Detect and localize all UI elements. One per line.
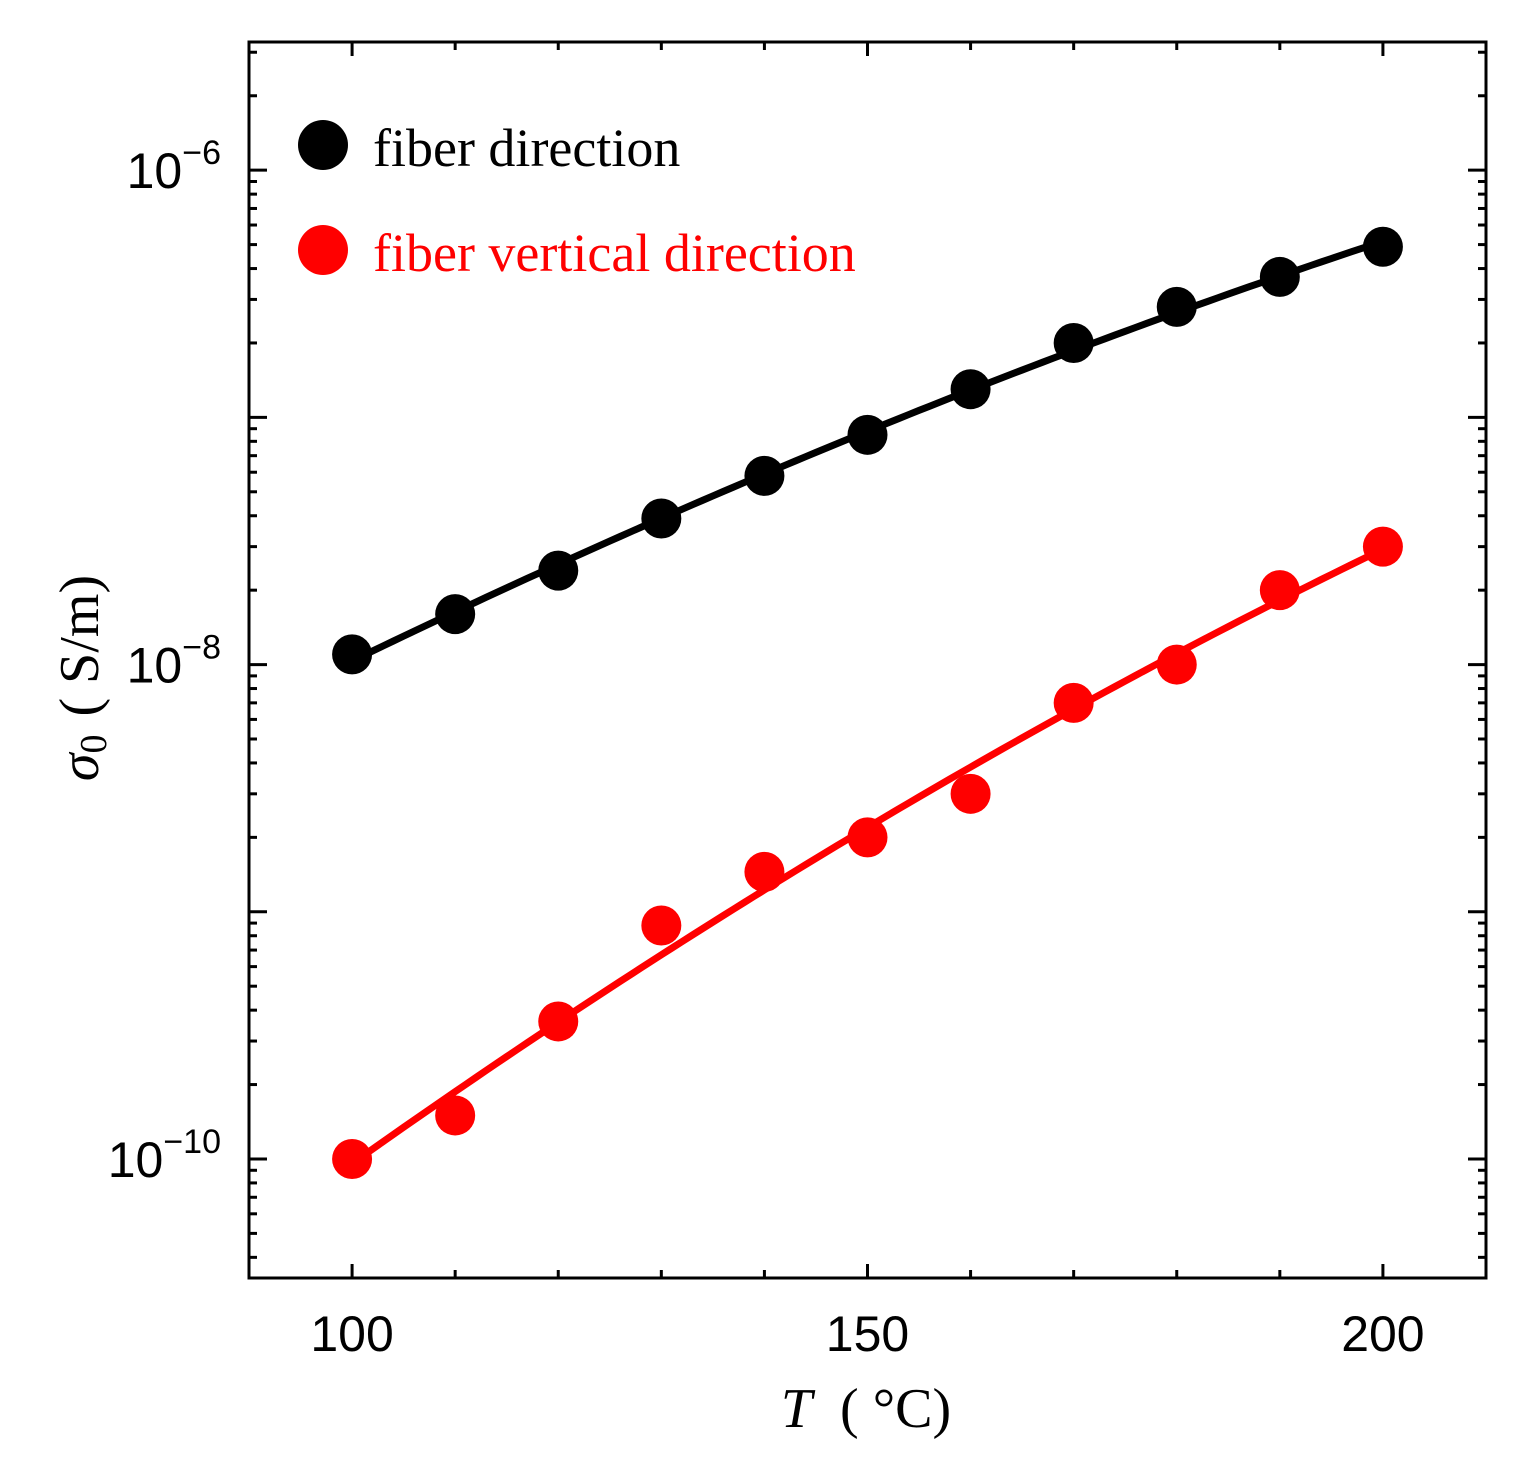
y-axis-unit: ( S/m) — [49, 575, 111, 717]
y-axis-symbol: σ — [49, 751, 111, 781]
x-axis-label: T ( °C) — [781, 1378, 951, 1440]
point-fiber-direction — [332, 634, 373, 675]
y-tick-base: 10 — [108, 1132, 164, 1188]
point-fiber-vertical-direction — [1156, 644, 1197, 685]
fit-lines — [348, 237, 1387, 1168]
point-fiber-direction — [950, 369, 991, 410]
x-axis-symbol: T — [781, 1378, 816, 1440]
legend-label-fiber-direction: fiber direction — [373, 118, 680, 178]
x-tick-label: 100 — [310, 1306, 393, 1362]
legend: fiber direction fiber vertical direction — [298, 118, 856, 283]
point-fiber-direction — [744, 455, 785, 496]
legend-marker-fiber-direction — [298, 120, 348, 170]
point-fiber-vertical-direction — [847, 817, 888, 858]
point-fiber-direction — [1259, 256, 1300, 297]
y-tick-label: 10−6 — [127, 134, 221, 199]
data-points — [332, 226, 1403, 1179]
y-tick-exponent: −10 — [163, 1123, 221, 1161]
y-tick-base: 10 — [127, 143, 183, 199]
y-tick-exponent: −6 — [182, 134, 221, 172]
ticks-layer — [249, 42, 1486, 1278]
point-fiber-direction — [1362, 226, 1403, 267]
legend-label-fiber-vertical-direction: fiber vertical direction — [373, 223, 856, 283]
point-fiber-direction — [1053, 322, 1094, 363]
point-fiber-vertical-direction — [744, 851, 785, 892]
point-fiber-direction — [847, 414, 888, 455]
y-tick-base: 10 — [127, 638, 183, 694]
x-tick-label: 150 — [826, 1306, 909, 1362]
x-axis-unit: ( °C) — [840, 1378, 951, 1440]
y-axis-subscript: 0 — [73, 734, 115, 753]
point-fiber-vertical-direction — [1259, 570, 1300, 611]
y-tick-label: 10−10 — [108, 1123, 221, 1188]
point-fiber-direction — [435, 594, 476, 635]
point-fiber-vertical-direction — [1362, 526, 1403, 567]
y-tick-label: 10−8 — [127, 629, 221, 694]
point-fiber-direction — [641, 498, 682, 539]
point-fiber-vertical-direction — [435, 1095, 476, 1136]
point-fiber-vertical-direction — [332, 1138, 373, 1179]
point-fiber-direction — [1156, 286, 1197, 327]
point-fiber-vertical-direction — [641, 905, 682, 946]
x-tick-label: 200 — [1341, 1306, 1424, 1362]
point-fiber-direction — [538, 550, 579, 591]
point-fiber-vertical-direction — [538, 1001, 579, 1042]
y-axis-label: σ0 ( S/m) — [49, 575, 115, 781]
point-fiber-vertical-direction — [950, 773, 991, 814]
point-fiber-vertical-direction — [1053, 682, 1094, 723]
y-tick-exponent: −8 — [182, 629, 221, 667]
legend-marker-fiber-vertical-direction — [298, 225, 348, 275]
